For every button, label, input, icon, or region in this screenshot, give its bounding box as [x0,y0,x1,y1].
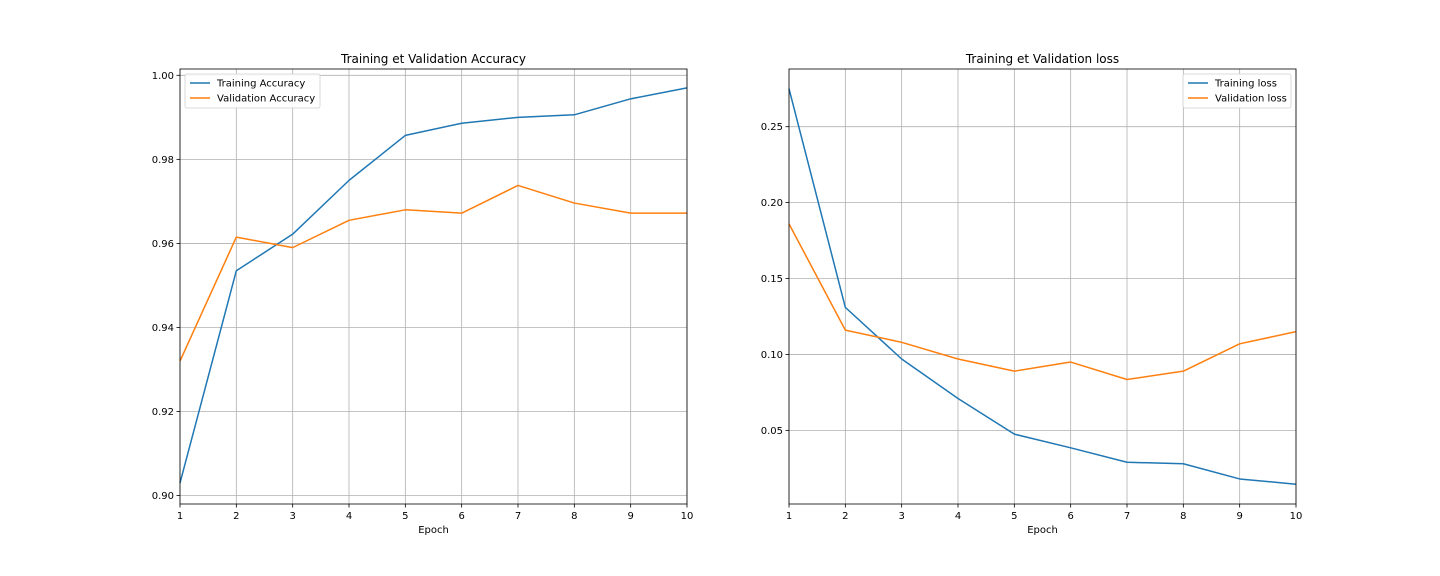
loss-x-tick-label: 9 [1236,511,1242,522]
loss-x-tick-label: 1 [786,511,792,522]
loss-x-tick-label: 10 [1290,511,1303,522]
loss-y-tick-label: 0.25 [761,122,783,133]
accuracy-legend: Training Accuracy Validation Accuracy [184,73,321,109]
loss-plot-frame [788,68,1297,505]
accuracy-y-tick-label: 0.96 [152,239,174,250]
accuracy-chart-title: Training et Validation Accuracy [340,52,526,66]
loss-x-tick-label: 3 [898,511,904,522]
accuracy-x-tick-label: 8 [571,511,577,522]
accuracy-y-tick-label: 0.98 [152,155,174,166]
loss-x-tick-label: 2 [842,511,848,522]
accuracy-y-tick-label: 1.00 [152,71,174,82]
validation-accuracy-line [179,184,687,362]
training-loss-line [788,88,1297,486]
loss-chart: 1 2 3 4 5 6 7 8 9 10 0.05 0.10 0.15 0.20 0.25 Training… [761,52,1303,536]
accuracy-chart: 1 2 3 4 5 6 7 8 9 10 0.90 0.92 0.94 0.96 0.98 1.00 Trai… [152,52,694,536]
accuracy-y-tick-label: 0.94 [152,323,174,334]
loss-chart-title: Training et Validation loss [965,52,1119,66]
accuracy-plot-frame [179,68,688,505]
training-loss-legend-label: Training loss [1214,79,1277,90]
loss-series-lines [788,88,1297,486]
loss-x-tick-label: 4 [955,511,961,522]
loss-legend: Training loss Validation loss [1182,73,1292,109]
accuracy-x-tick-label: 7 [515,511,521,522]
loss-y-tick-label: 0.05 [761,426,783,437]
accuracy-x-tick-label: 2 [233,511,239,522]
accuracy-x-tick-label: 9 [627,511,633,522]
loss-x-axis-label: Epoch [1027,525,1058,536]
validation-accuracy-legend-label: Validation Accuracy [217,94,315,105]
loss-y-tick-label: 0.10 [761,350,783,361]
accuracy-y-tick-label: 0.90 [152,491,174,502]
loss-x-tick-label: 7 [1124,511,1130,522]
loss-y-tick-label: 0.20 [761,198,783,209]
accuracy-x-tick-label: 4 [346,511,352,522]
accuracy-x-tick-label: 10 [681,511,694,522]
accuracy-series-lines [179,87,688,484]
accuracy-x-tick-label: 3 [289,511,295,522]
accuracy-x-tick-label: 6 [458,511,464,522]
loss-y-tick-label: 0.15 [761,274,783,285]
accuracy-x-tick-label: 5 [402,511,408,522]
loss-ticks: 1 2 3 4 5 6 7 8 9 10 0.05 0.10 0.15 0.20 0.25 [761,122,1303,522]
accuracy-ticks: 1 2 3 4 5 6 7 8 9 10 0.90 0.92 0.94 0.96 0.98 1.00 [152,71,694,522]
accuracy-x-tick-label: 1 [177,511,183,522]
accuracy-plot-area [180,69,687,504]
loss-x-tick-label: 8 [1180,511,1186,522]
loss-x-tick-label: 6 [1067,511,1073,522]
accuracy-x-axis-label: Epoch [418,525,449,536]
training-accuracy-legend-label: Training Accuracy [216,79,305,90]
training-accuracy-line [179,87,688,484]
loss-x-tick-label: 5 [1011,511,1017,522]
loss-plot-area [789,69,1296,504]
validation-loss-line [788,223,1297,381]
accuracy-gridlines [179,69,688,504]
accuracy-legend-box [184,73,321,109]
validation-loss-legend-label: Validation loss [1215,94,1287,105]
accuracy-y-tick-label: 0.92 [152,407,174,418]
loss-legend-box [1182,73,1292,109]
